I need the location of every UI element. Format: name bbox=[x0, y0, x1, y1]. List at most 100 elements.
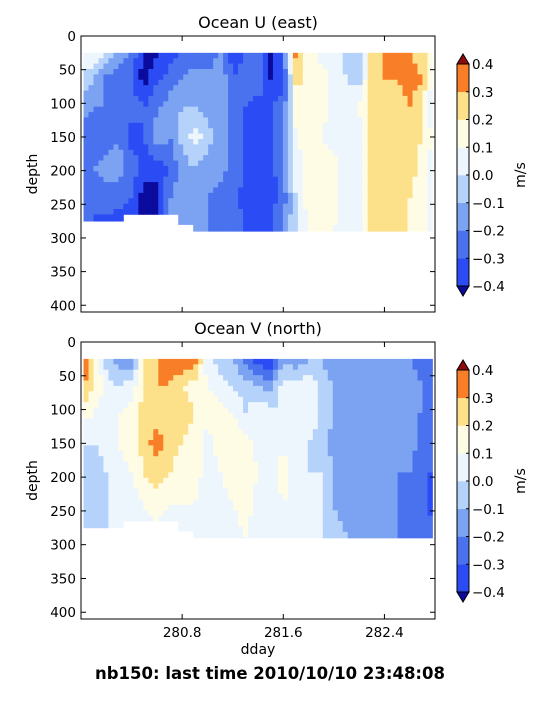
heatmap-cell bbox=[118, 407, 124, 414]
heatmap-cell bbox=[183, 510, 189, 517]
heatmap-cell bbox=[143, 364, 149, 371]
heatmap-cell bbox=[88, 112, 94, 118]
heatmap-cell bbox=[367, 375, 374, 381]
heatmap-cell bbox=[253, 515, 259, 522]
heatmap-cell bbox=[412, 537, 418, 539]
heatmap-cell bbox=[218, 375, 224, 381]
heatmap-cell bbox=[407, 52, 413, 59]
heatmap-cell bbox=[93, 375, 99, 381]
heatmap-cell bbox=[412, 450, 418, 457]
heatmap-cell bbox=[282, 79, 289, 86]
heatmap-cell bbox=[277, 385, 284, 392]
heatmap-cell bbox=[83, 396, 89, 403]
heatmap-cell bbox=[243, 483, 249, 489]
heatmap-cell bbox=[302, 112, 309, 118]
heatmap-cell bbox=[392, 101, 398, 108]
heatmap-cell bbox=[143, 450, 149, 457]
heatmap-cell bbox=[297, 187, 304, 194]
heatmap-cell bbox=[287, 418, 294, 425]
heatmap-cell bbox=[287, 521, 294, 527]
heatmap-cell bbox=[173, 364, 179, 371]
heatmap-cell bbox=[362, 494, 369, 500]
heatmap-cell bbox=[228, 504, 234, 511]
heatmap-cell bbox=[253, 112, 259, 118]
heatmap-cell bbox=[248, 68, 254, 75]
heatmap-cell bbox=[198, 112, 204, 118]
heatmap-cell bbox=[218, 214, 224, 221]
heatmap-cell bbox=[382, 112, 388, 118]
heatmap-cell bbox=[262, 407, 269, 414]
heatmap-cell bbox=[213, 149, 219, 156]
heatmap-cell bbox=[417, 445, 423, 452]
heatmap-cell bbox=[427, 402, 433, 408]
heatmap-cell bbox=[248, 219, 254, 226]
heatmap-cell bbox=[93, 412, 99, 419]
heatmap-cell bbox=[417, 456, 423, 462]
heatmap-cell bbox=[243, 52, 249, 59]
heatmap-cell bbox=[332, 63, 339, 70]
heatmap-cell bbox=[352, 531, 359, 538]
heatmap-cell bbox=[158, 95, 164, 102]
heatmap-cell bbox=[362, 149, 369, 156]
heatmap-cell bbox=[218, 461, 224, 468]
heatmap-cell bbox=[327, 504, 334, 511]
heatmap-cell bbox=[362, 198, 369, 205]
heatmap-cell bbox=[377, 531, 384, 538]
heatmap-cell bbox=[218, 165, 224, 172]
heatmap-cell bbox=[258, 52, 264, 59]
heatmap-cell bbox=[372, 439, 379, 446]
heatmap-cell bbox=[108, 396, 114, 403]
heatmap-cell bbox=[188, 434, 194, 441]
heatmap-cell bbox=[223, 526, 229, 533]
heatmap-cell bbox=[387, 58, 393, 64]
heatmap-cell bbox=[98, 155, 104, 161]
heatmap-cell bbox=[223, 391, 229, 398]
heatmap-cell bbox=[317, 106, 324, 113]
heatmap-cell bbox=[312, 521, 319, 527]
heatmap-cell bbox=[402, 58, 408, 64]
heatmap-cell bbox=[193, 58, 199, 64]
heatmap-cell bbox=[357, 494, 364, 500]
heatmap-cell bbox=[347, 112, 354, 118]
heatmap-cell bbox=[342, 521, 349, 527]
heatmap-cell bbox=[397, 461, 403, 468]
heatmap-cell bbox=[292, 95, 299, 102]
heatmap-cell bbox=[327, 165, 334, 172]
heatmap-cell bbox=[412, 79, 418, 86]
heatmap-cell bbox=[118, 510, 124, 517]
heatmap-cell bbox=[183, 375, 189, 381]
heatmap-cell bbox=[367, 483, 374, 489]
heatmap-cell bbox=[377, 472, 384, 479]
heatmap-cell bbox=[168, 466, 174, 473]
heatmap-cell bbox=[238, 537, 244, 539]
heatmap-cell bbox=[307, 369, 314, 376]
heatmap-cell bbox=[123, 187, 129, 194]
heatmap-cell bbox=[198, 144, 204, 151]
heatmap-cell bbox=[342, 456, 349, 462]
heatmap-cell bbox=[382, 187, 388, 194]
heatmap-cell bbox=[123, 450, 129, 457]
heatmap-cell bbox=[113, 155, 119, 161]
heatmap-cell bbox=[213, 461, 219, 468]
heatmap-cell bbox=[367, 117, 374, 124]
heatmap-cell bbox=[367, 149, 374, 156]
heatmap-cell bbox=[218, 68, 224, 75]
heatmap-cell bbox=[297, 375, 304, 381]
heatmap-cell bbox=[422, 209, 428, 215]
heatmap-cell bbox=[203, 407, 209, 414]
heatmap-cell bbox=[83, 160, 89, 167]
heatmap-cell bbox=[253, 521, 259, 527]
heatmap-cell bbox=[392, 537, 398, 539]
heatmap-cell bbox=[417, 198, 423, 205]
heatmap-cell bbox=[342, 391, 349, 398]
heatmap-cell bbox=[272, 149, 279, 156]
heatmap-cell bbox=[163, 418, 169, 425]
heatmap-cell bbox=[143, 176, 149, 183]
heatmap-cell bbox=[243, 79, 249, 86]
heatmap-cell bbox=[392, 225, 398, 231]
heatmap-cell bbox=[168, 364, 174, 371]
heatmap-cell bbox=[93, 434, 99, 441]
heatmap-cell bbox=[427, 537, 433, 539]
heatmap-cell bbox=[362, 58, 369, 64]
